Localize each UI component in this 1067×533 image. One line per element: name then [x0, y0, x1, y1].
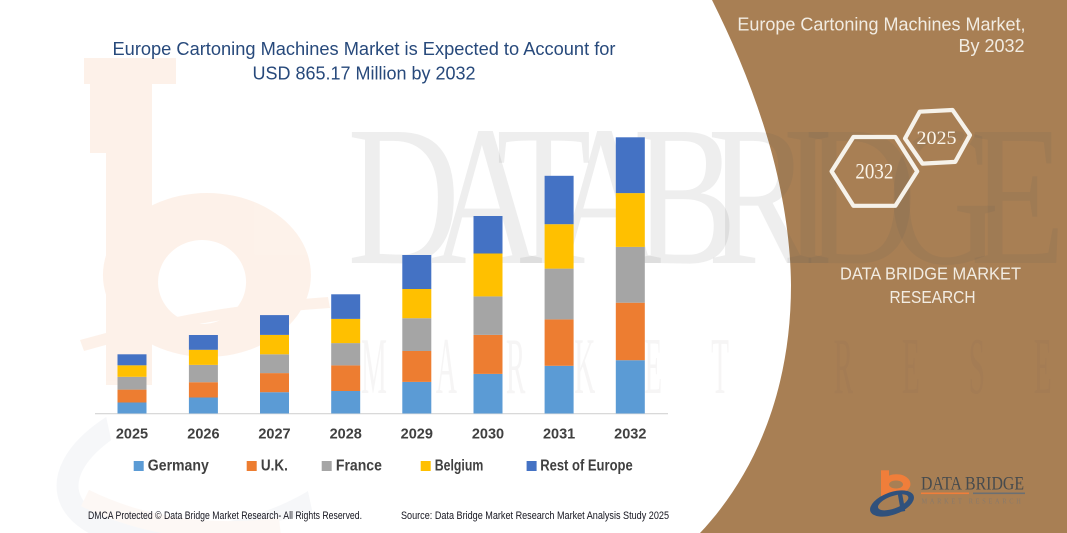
svg-text:2029: 2029 [401, 426, 433, 442]
svg-text:2031: 2031 [543, 426, 575, 442]
svg-text:2032: 2032 [855, 159, 893, 184]
svg-text:USD 865.17 Million by 2032: USD 865.17 Million by 2032 [253, 64, 476, 84]
svg-text:DATA BRIDGE: DATA BRIDGE [921, 474, 1024, 495]
svg-text:2027: 2027 [258, 426, 290, 442]
svg-text:Rest of Europe: Rest of Europe [540, 458, 633, 475]
svg-text:2030: 2030 [472, 426, 504, 442]
svg-text:2025: 2025 [116, 426, 148, 442]
svg-text:DMCA Protected © Data Bridge M: DMCA Protected © Data Bridge Market Rese… [88, 510, 362, 522]
svg-text:MARKET RESEARCH: MARKET RESEARCH [922, 498, 1024, 506]
svg-text:Belgium: Belgium [435, 458, 484, 475]
svg-text:2028: 2028 [330, 426, 362, 442]
svg-text:Source: Data Bridge Market Res: Source: Data Bridge Market Research Mark… [401, 510, 669, 522]
svg-text:Germany: Germany [148, 458, 209, 475]
svg-text:U.K.: U.K. [261, 458, 288, 475]
svg-text:2032: 2032 [614, 426, 646, 442]
svg-text:2025: 2025 [917, 128, 957, 149]
svg-text:Europe Cartoning Machines Mark: Europe Cartoning Machines Market, [737, 15, 1025, 35]
svg-text:DATA BRIDGE MARKET: DATA BRIDGE MARKET [840, 263, 1021, 283]
svg-text:By 2032: By 2032 [958, 36, 1024, 56]
svg-text:RESEARCH: RESEARCH [890, 287, 976, 307]
svg-text:2026: 2026 [187, 426, 219, 442]
svg-text:Europe Cartoning Machines Mark: Europe Cartoning Machines Market is Expe… [113, 39, 616, 59]
svg-text:DATA BRIDGE: DATA BRIDGE [347, 85, 1058, 307]
svg-text:France: France [336, 458, 382, 475]
svg-text:MARKET RESEARCH: MARKET RESEARCH [361, 322, 1067, 411]
